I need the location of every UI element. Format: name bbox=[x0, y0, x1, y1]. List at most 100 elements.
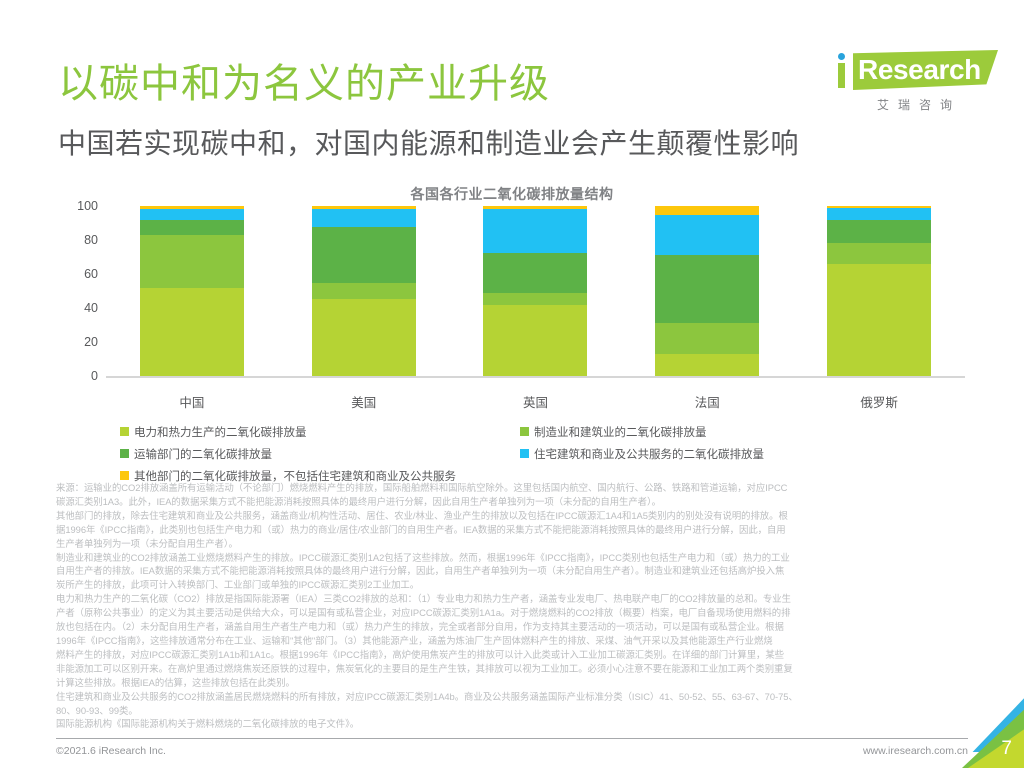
note-line: 燃料产生的排放，对应IPCC碳源汇类别1A1b和1A1c。根据1996年《IPC… bbox=[56, 648, 785, 660]
legend-color-swatch bbox=[120, 471, 129, 480]
bar-segment[interactable] bbox=[139, 234, 244, 288]
bar-segment[interactable] bbox=[827, 243, 932, 264]
legend-label: 电力和热力生产的二氧化碳排放量 bbox=[134, 426, 307, 439]
legend-item[interactable]: 住宅建筑和商业及公共服务的二氧化碳排放量 bbox=[520, 444, 950, 463]
note-line: 制造业和建筑业的CO2排放涵盖工业燃烧燃料产生的排放。IPCC碳源汇类别1A2包… bbox=[56, 551, 790, 563]
legend-color-swatch bbox=[520, 449, 529, 458]
note-line: 炭所产生的排放，此项可计入转换部门、工业部门或单独的IPCC碳源汇类别2工业加工… bbox=[56, 579, 420, 591]
logo-chinese-name: 艾瑞咨询 bbox=[876, 98, 961, 112]
legend-item[interactable]: 电力和热力生产的二氧化碳排放量 bbox=[120, 422, 520, 441]
note-line: 产者（原称公共事业）的定义为其主要活动是供给大众，可以是国有或私营企业，对应IP… bbox=[56, 607, 791, 619]
logo-quadrilateral-shape bbox=[853, 50, 998, 90]
bar-segment[interactable] bbox=[655, 206, 760, 215]
bar-group bbox=[106, 206, 965, 376]
legend-label: 住宅建筑和商业及公共服务的二氧化碳排放量 bbox=[534, 448, 764, 461]
legend-column-right: 制造业和建筑业的二氧化碳排放量住宅建筑和商业及公共服务的二氧化碳排放量 bbox=[520, 422, 950, 466]
y-axis-tick-label: 40 bbox=[84, 301, 98, 315]
legend-color-swatch bbox=[520, 427, 529, 436]
bar-slot bbox=[621, 206, 793, 376]
bar-segment[interactable] bbox=[311, 227, 416, 284]
bar-segment[interactable] bbox=[311, 298, 416, 376]
iresearch-logo: Research 艾瑞咨询 bbox=[836, 48, 998, 122]
stacked-bar-法国[interactable] bbox=[655, 206, 760, 376]
x-axis-tick-label: 法国 bbox=[694, 396, 720, 410]
x-axis-tick-label: 俄罗斯 bbox=[860, 396, 898, 410]
note-line: 碳源汇类别1A3。此外，IEA的数据采集方式不能把能源消耗按照具体的最终用户进行… bbox=[56, 495, 661, 507]
bar-segment[interactable] bbox=[139, 219, 244, 235]
y-axis: 0 20 40 60 80 100 bbox=[60, 199, 106, 383]
bar-slot bbox=[278, 206, 450, 376]
note-line: 电力和热力生产的二氧化碳（CO2）排放是指国际能源署（IEA）三类CO2排放的总… bbox=[56, 593, 791, 605]
bar-segment[interactable] bbox=[483, 206, 588, 210]
x-axis-labels: 中国 美国 英国 法国 俄罗斯 bbox=[106, 384, 965, 411]
note-line: 其他部门的排放，除去住宅建筑和商业及公共服务，涵盖商业/机构性活动、居住、农业/… bbox=[56, 509, 788, 521]
bar-segment[interactable] bbox=[827, 207, 932, 220]
corner-decoration: 7 bbox=[962, 698, 1024, 768]
y-axis-tick-label: 60 bbox=[84, 267, 98, 281]
bar-segment[interactable] bbox=[311, 208, 416, 228]
footer-divider bbox=[56, 738, 968, 739]
y-axis-tick-label: 20 bbox=[84, 335, 98, 349]
x-axis-tick-label: 美国 bbox=[351, 396, 377, 410]
logo-wordmark: Research bbox=[858, 54, 981, 85]
chart-legend: 电力和热力生产的二氧化碳排放量 运输部门的二氧化碳排放量其他部门的二氧化碳排放量，… bbox=[120, 422, 950, 483]
page-number: 7 bbox=[1001, 738, 1012, 759]
bar-segment[interactable] bbox=[827, 206, 932, 208]
source-notes: 来源：运输业的CO2排放涵盖所有运输活动（不论部门）燃烧燃料产生的排放，国际船舶… bbox=[56, 481, 968, 731]
legend-label: 制造业和建筑业的二氧化碳排放量 bbox=[534, 426, 707, 439]
legend-color-swatch bbox=[120, 449, 129, 458]
stacked-bar-俄罗斯[interactable] bbox=[827, 206, 932, 376]
logo-mark: Research bbox=[836, 48, 998, 92]
plot-area bbox=[106, 206, 965, 376]
bar-slot bbox=[793, 206, 965, 376]
stacked-bar-英国[interactable] bbox=[483, 206, 588, 376]
bar-slot bbox=[450, 206, 622, 376]
bar-segment[interactable] bbox=[655, 353, 760, 376]
bar-segment[interactable] bbox=[827, 263, 932, 376]
bar-segment[interactable] bbox=[139, 206, 244, 210]
page-title: 以碳中和为名义的产业升级 bbox=[58, 62, 550, 106]
legend-column-left: 电力和热力生产的二氧化碳排放量 运输部门的二氧化碳排放量其他部门的二氧化碳排放量，… bbox=[120, 422, 520, 488]
bar-segment[interactable] bbox=[483, 304, 588, 376]
y-axis-tick-label: 0 bbox=[91, 369, 98, 383]
bar-segment[interactable] bbox=[311, 283, 416, 299]
x-axis-tick-label: 英国 bbox=[522, 396, 548, 410]
page-subtitle: 中国若实现碳中和，对国内能源和制造业会产生颠覆性影响 bbox=[58, 128, 800, 159]
bar-slot bbox=[106, 206, 278, 376]
stacked-bar-中国[interactable] bbox=[139, 206, 244, 376]
x-axis-line bbox=[106, 376, 965, 378]
bar-segment[interactable] bbox=[655, 323, 760, 354]
bar-segment[interactable] bbox=[483, 252, 588, 293]
bar-segment[interactable] bbox=[483, 209, 588, 253]
bar-segment[interactable] bbox=[139, 287, 244, 376]
bar-segment[interactable] bbox=[311, 206, 416, 209]
note-line: 住宅建筑和商业及公共服务的CO2排放涵盖居民燃烧燃料的所有排放，对应IPCC碳源… bbox=[56, 690, 798, 702]
legend-item[interactable]: 制造业和建筑业的二氧化碳排放量 bbox=[520, 422, 950, 441]
note-line: 非能源加工可以区别开来。在高炉里通过燃烧焦炭还原铁的过程中，焦炭氧化的主要目的是… bbox=[56, 662, 793, 674]
logo-i-stem-icon bbox=[838, 63, 845, 88]
bar-segment[interactable] bbox=[655, 255, 760, 324]
bar-segment[interactable] bbox=[655, 214, 760, 256]
note-line: 生产者单独列为一项（未分配自用生产者）。 bbox=[56, 537, 238, 549]
note-line: 自用生产者的排放。IEA数据的采集方式不能把能源消耗按照具体的最终用户进行分解，… bbox=[56, 565, 785, 577]
stacked-bar-美国[interactable] bbox=[311, 206, 416, 376]
footer-website: www.iresearch.com.cn bbox=[862, 745, 968, 757]
stacked-bar-chart: 0 20 40 60 80 100 中国 美国 英国 法国 俄罗斯 bbox=[60, 199, 965, 410]
logo-i-dot-icon bbox=[838, 53, 845, 60]
legend-item[interactable]: 其他部门的二氧化碳排放量，不包括住宅建筑和商业及公共服务 bbox=[120, 466, 520, 485]
legend-label: 其他部门的二氧化碳排放量，不包括住宅建筑和商业及公共服务 bbox=[134, 470, 456, 483]
legend-color-swatch bbox=[120, 427, 129, 436]
legend-item[interactable]: 运输部门的二氧化碳排放量 bbox=[120, 444, 520, 463]
chart-title: 各国各行业二氧化碳排放量结构 bbox=[410, 186, 614, 202]
note-line: 来源：运输业的CO2排放涵盖所有运输活动（不论部门）燃烧燃料产生的排放，国际船舶… bbox=[56, 482, 788, 493]
bar-segment[interactable] bbox=[483, 292, 588, 305]
legend-label: 运输部门的二氧化碳排放量 bbox=[134, 448, 272, 461]
bar-segment[interactable] bbox=[139, 209, 244, 220]
x-axis-tick-label: 中国 bbox=[179, 396, 205, 410]
note-line: 80、90-93、99类。 bbox=[56, 704, 138, 716]
footer-copyright: ©2021.6 iResearch Inc. bbox=[56, 745, 166, 757]
y-axis-tick-label: 100 bbox=[77, 199, 98, 213]
bar-segment[interactable] bbox=[827, 219, 932, 244]
note-line: 1996年《IPCC指南》，这些排放通常分布在工业、运输和"其他"部门。（3）其… bbox=[56, 634, 773, 646]
